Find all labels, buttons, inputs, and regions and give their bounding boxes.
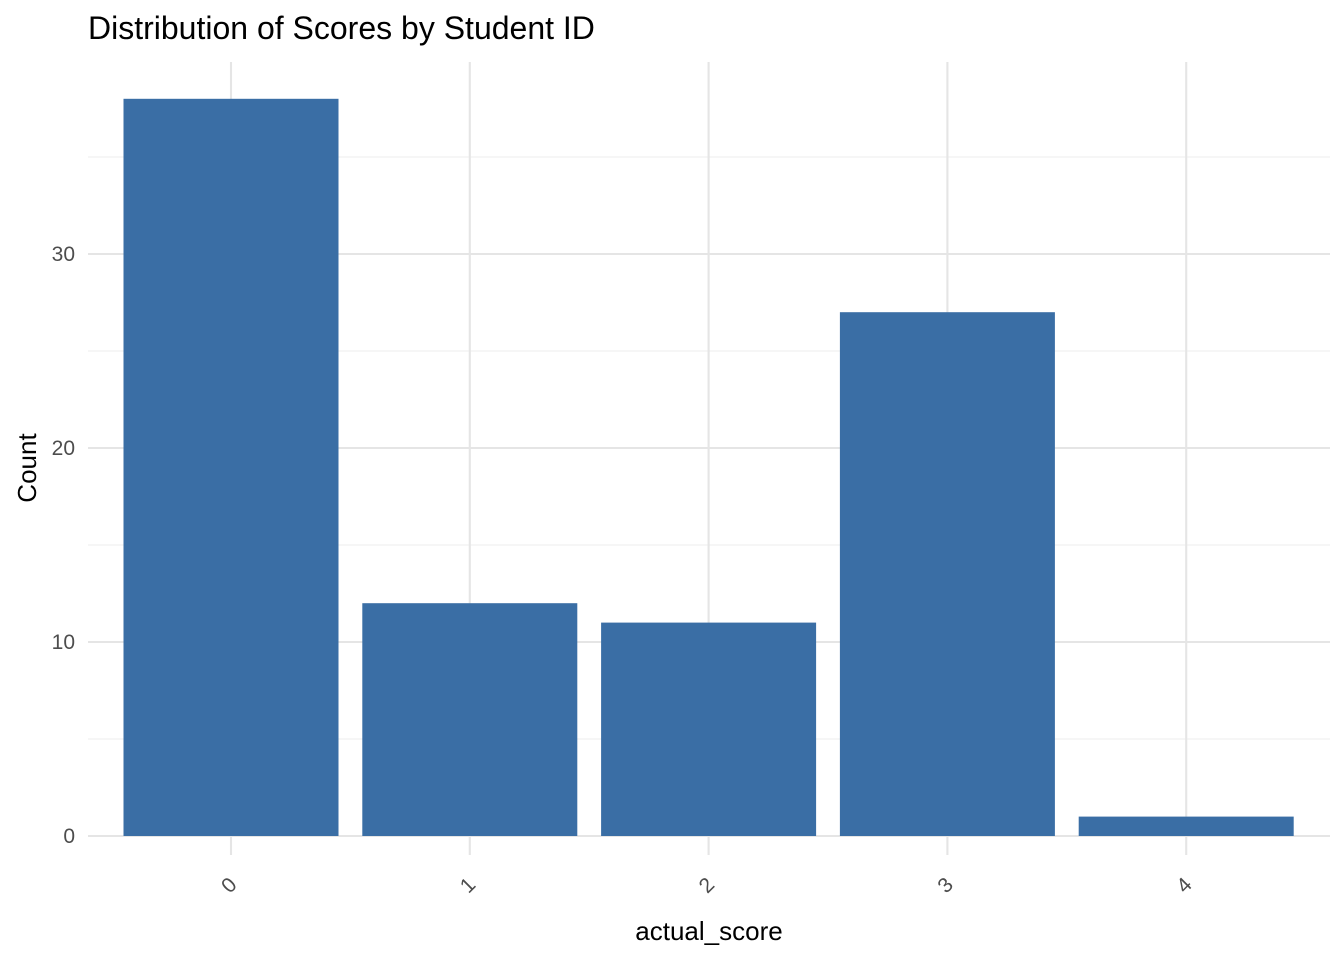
x-tick-label: 2 bbox=[695, 873, 720, 898]
bar-4 bbox=[1078, 816, 1294, 836]
x-tick-label: 0 bbox=[217, 873, 242, 898]
bar-0 bbox=[123, 98, 339, 837]
y-tick-label: 0 bbox=[63, 825, 75, 848]
bar-1 bbox=[362, 603, 578, 836]
y-axis-title: Count bbox=[12, 433, 42, 503]
x-tick-label: 4 bbox=[1172, 873, 1197, 898]
chart-title: Distribution of Scores by Student ID bbox=[88, 10, 595, 46]
x-tick-label: 3 bbox=[933, 873, 958, 898]
bars bbox=[123, 98, 1294, 837]
y-tick-label: 10 bbox=[52, 631, 75, 654]
x-tick-label: 1 bbox=[456, 873, 481, 898]
x-axis-title: actual_score bbox=[635, 916, 782, 946]
y-tick-label: 20 bbox=[52, 437, 75, 460]
bar-3 bbox=[839, 312, 1055, 836]
bar-2 bbox=[601, 622, 817, 836]
y-axis-ticks: 0 10 20 30 bbox=[52, 243, 75, 848]
x-axis-ticks: 0 1 2 3 4 bbox=[217, 873, 1197, 898]
y-tick-label: 30 bbox=[52, 243, 75, 266]
